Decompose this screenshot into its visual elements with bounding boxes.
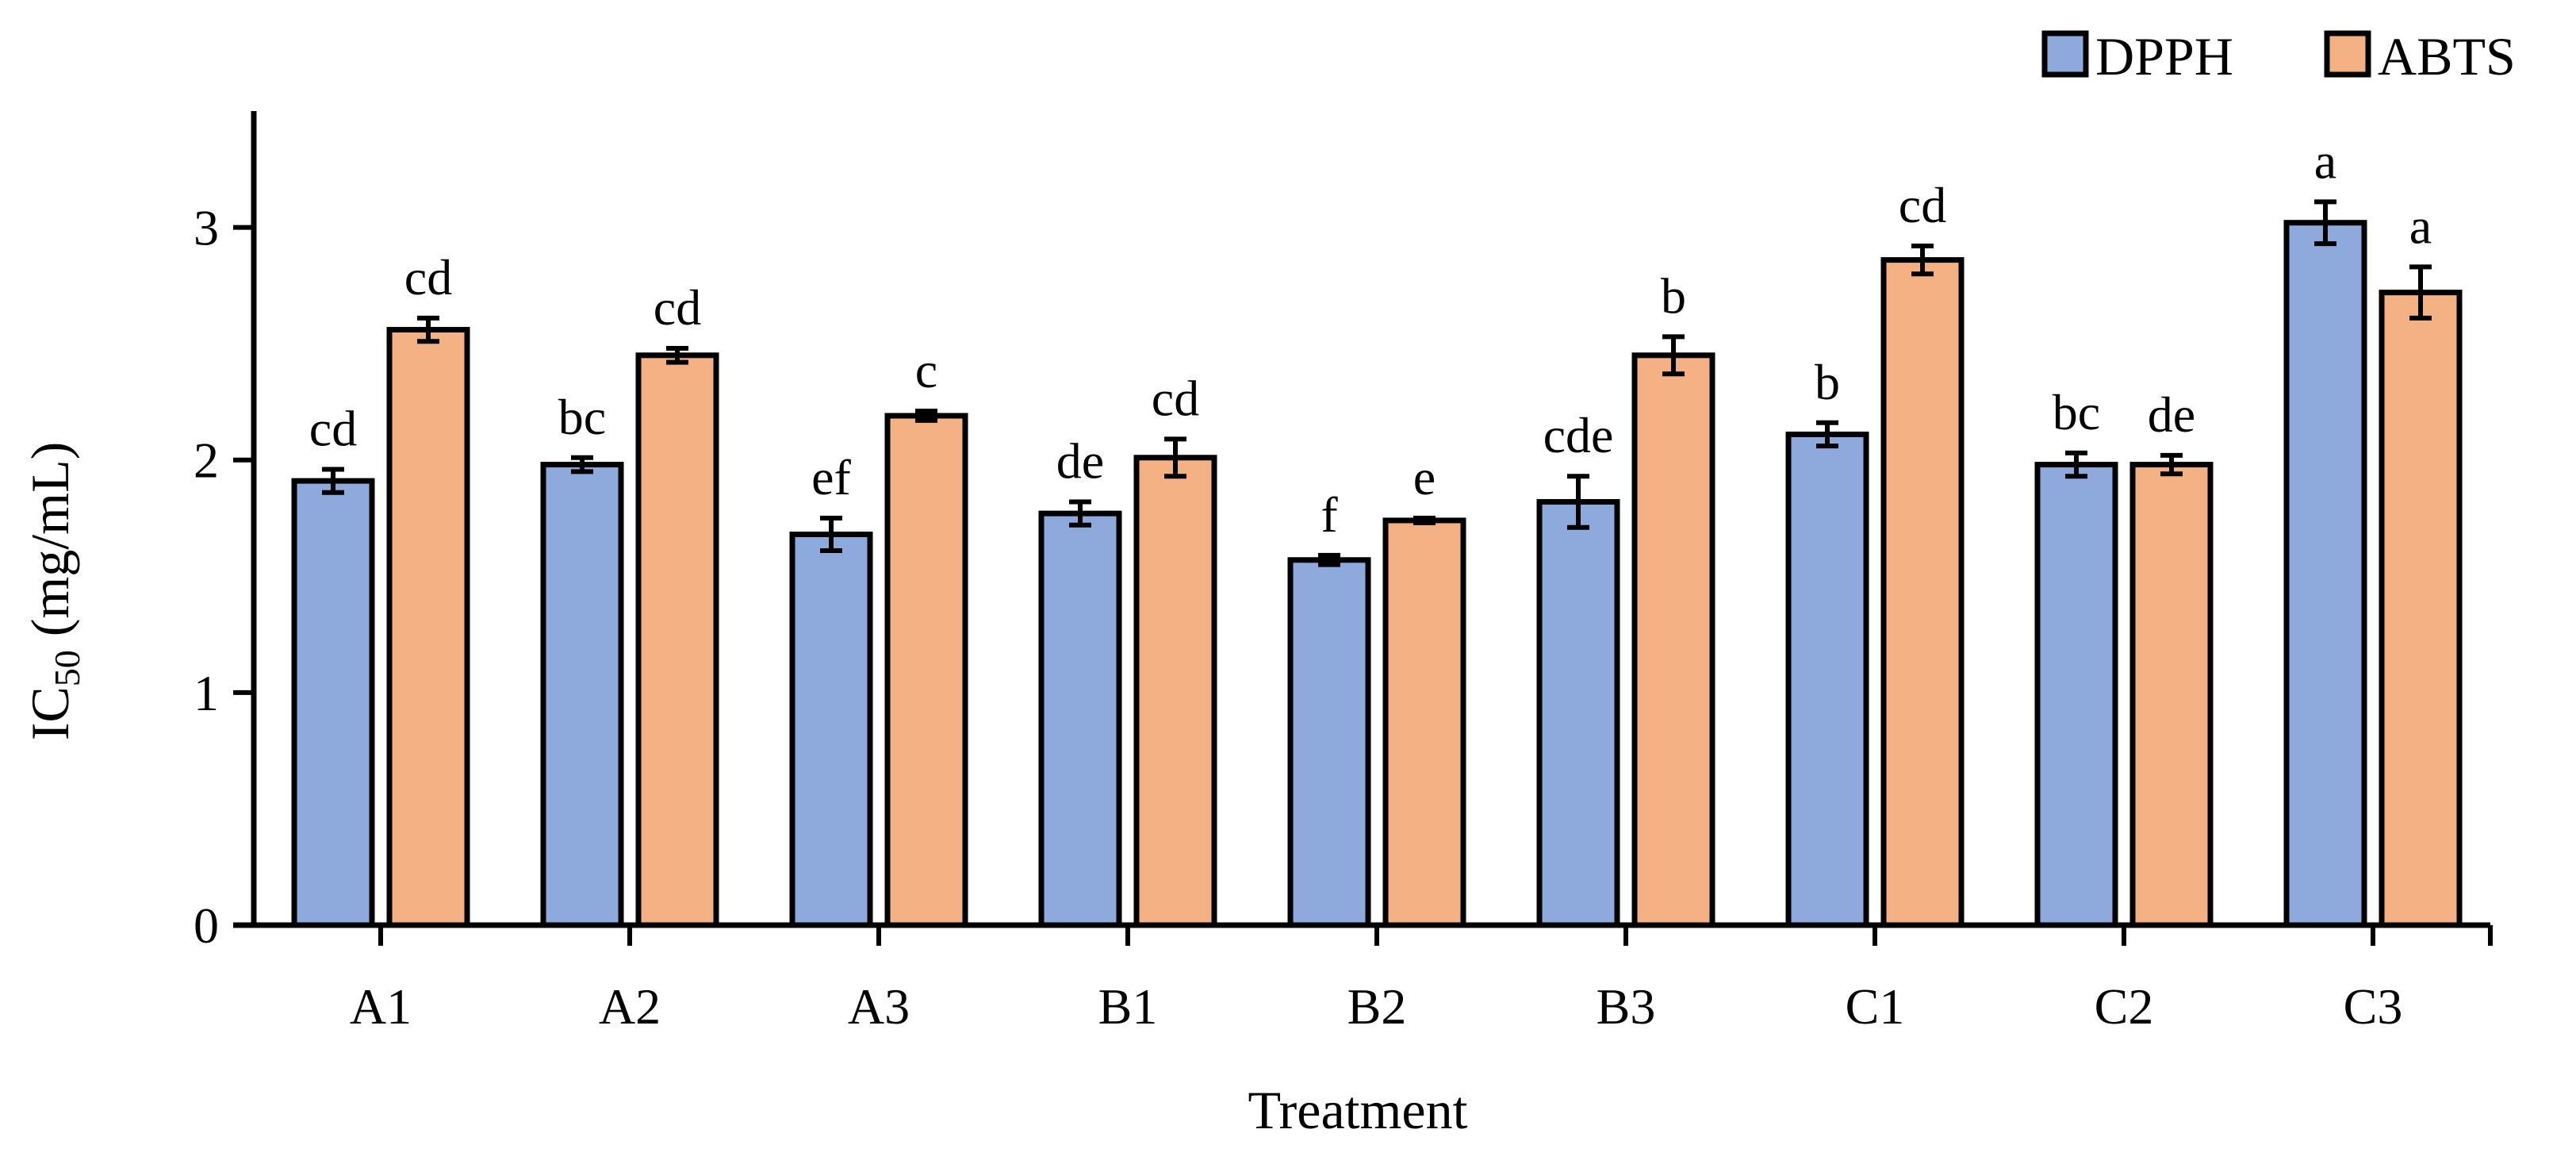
significance-label-dpph-a2: bc bbox=[558, 389, 606, 445]
bar-abts-b3 bbox=[1631, 352, 1715, 928]
bar-dpph-c2 bbox=[2034, 462, 2118, 928]
x-axis-title: Treatment bbox=[1248, 1080, 1467, 1140]
x-tick-label-a1: A1 bbox=[350, 978, 412, 1035]
y-axis-title-main: IC bbox=[20, 686, 80, 740]
x-tick-label-b2: B2 bbox=[1347, 978, 1407, 1035]
legend-label-dpph: DPPH bbox=[2095, 26, 2233, 86]
bar-abts-a3 bbox=[884, 413, 968, 928]
significance-label-dpph-b3: cde bbox=[1543, 407, 1614, 463]
legend: DPPH ABTS bbox=[2041, 26, 2516, 86]
bar-abts-a1 bbox=[386, 327, 470, 928]
y-axis-title-subscript: 50 bbox=[47, 650, 87, 686]
bar-dpph-c3 bbox=[2283, 220, 2367, 928]
significance-label-abts-a2: cd bbox=[654, 279, 701, 336]
significance-label-abts-c2: de bbox=[2148, 386, 2195, 443]
x-tick-label-c1: C1 bbox=[1846, 978, 1905, 1035]
significance-label-dpph-a3: ef bbox=[811, 449, 851, 505]
bar-abts-c2 bbox=[2129, 462, 2214, 928]
significance-label-abts-c3: a bbox=[2409, 198, 2432, 254]
significance-label-abts-a1: cd bbox=[404, 249, 452, 305]
plot-area: 0123cdcdA1bccdA2efcA3decdB1feB2cdebB3bcd… bbox=[194, 111, 2493, 1035]
legend-swatch-abts bbox=[2324, 30, 2371, 78]
legend-swatch-dpph bbox=[2041, 30, 2089, 78]
significance-label-dpph-b1: de bbox=[1056, 432, 1104, 489]
bar-dpph-c1 bbox=[1785, 431, 1869, 928]
significance-label-abts-b1: cd bbox=[1152, 370, 1199, 426]
significance-label-abts-a3: c bbox=[915, 342, 937, 398]
y-axis-title-unit: (mg/mL) bbox=[20, 442, 80, 651]
bar-dpph-b1 bbox=[1038, 510, 1122, 928]
bar-abts-c1 bbox=[1880, 257, 1965, 928]
x-tick-label-c2: C2 bbox=[2095, 978, 2154, 1035]
y-tick-label-3: 3 bbox=[194, 200, 219, 256]
y-tick-label-2: 2 bbox=[194, 432, 219, 489]
x-tick-label-b1: B1 bbox=[1098, 978, 1158, 1035]
x-tick-label-a2: A2 bbox=[599, 978, 661, 1035]
significance-label-abts-b3: b bbox=[1661, 267, 1686, 324]
bar-abts-b2 bbox=[1382, 517, 1466, 928]
bar-dpph-a2 bbox=[540, 462, 624, 928]
bar-dpph-b3 bbox=[1536, 498, 1620, 928]
bar-abts-c3 bbox=[2379, 290, 2463, 928]
legend-label-abts: ABTS bbox=[2378, 26, 2516, 86]
bar-abts-b1 bbox=[1133, 455, 1217, 928]
bar-dpph-a1 bbox=[291, 478, 375, 928]
y-axis-title: IC50 (mg/mL) bbox=[20, 442, 87, 741]
bar-dpph-b2 bbox=[1287, 557, 1371, 928]
significance-label-abts-c1: cd bbox=[1899, 177, 1946, 233]
x-tick-label-a3: A3 bbox=[848, 978, 910, 1035]
significance-label-dpph-b2: f bbox=[1321, 486, 1338, 543]
x-tick-label-c3: C3 bbox=[2344, 978, 2403, 1035]
y-tick-label-1: 1 bbox=[194, 665, 219, 721]
bar-abts-a2 bbox=[635, 352, 719, 928]
bar-dpph-a3 bbox=[789, 532, 873, 928]
significance-label-dpph-a1: cd bbox=[309, 400, 357, 456]
significance-label-dpph-c2: bc bbox=[2053, 384, 2100, 440]
y-tick-label-0: 0 bbox=[194, 897, 219, 954]
significance-label-dpph-c3: a bbox=[2314, 133, 2336, 189]
significance-label-abts-b2: e bbox=[1413, 449, 1436, 505]
significance-label-dpph-c1: b bbox=[1815, 354, 1840, 410]
x-tick-label-b3: B3 bbox=[1597, 978, 1656, 1035]
